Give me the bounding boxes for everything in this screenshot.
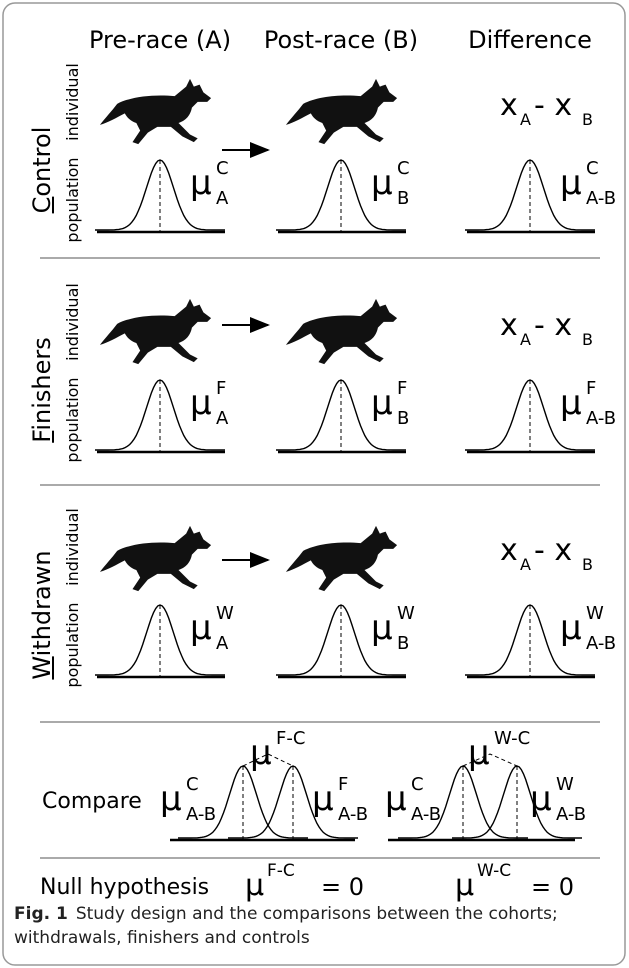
mu-superscript: F xyxy=(397,378,407,399)
mu-subscript: A xyxy=(216,408,229,429)
dog-icon xyxy=(99,78,212,145)
mu-subscript: A-B xyxy=(586,633,616,654)
mu-subscript: A xyxy=(216,633,229,654)
mu-symbol: μ xyxy=(371,163,393,203)
dog-icon xyxy=(285,78,398,145)
mu-subscript: B xyxy=(397,188,409,209)
dog-icon xyxy=(285,298,398,365)
mu-subscript: A-B xyxy=(556,804,586,825)
mu-superscript: W xyxy=(556,774,574,795)
mu-superscript: C xyxy=(397,158,410,179)
dog-icon xyxy=(99,525,212,592)
mu-symbol: μ xyxy=(560,163,582,203)
side-label: individual xyxy=(63,283,82,361)
column-header: Difference xyxy=(468,26,592,54)
diff-sub: A xyxy=(520,555,531,574)
mu-superscript: F xyxy=(338,774,348,795)
mu-symbol: μ xyxy=(245,868,264,903)
mu-superscript: C xyxy=(586,158,599,179)
diff-var: x xyxy=(500,308,518,343)
diff-operator: - x xyxy=(534,88,572,123)
mu-symbol: μ xyxy=(371,608,393,648)
mu-symbol: μ xyxy=(250,733,272,773)
diff-var: x xyxy=(500,533,518,568)
mu-symbol: μ xyxy=(468,733,490,773)
row-label: Withdrawn xyxy=(28,550,56,680)
column-header: Post-race (B) xyxy=(264,26,418,54)
diff-sub: B xyxy=(582,110,593,129)
mu-symbol: μ xyxy=(455,868,474,903)
null-label: Null hypothesis xyxy=(40,875,209,900)
caption-text: Study design and the comparisons between… xyxy=(14,904,558,948)
mu-superscript: W-C xyxy=(494,728,530,749)
side-label: population xyxy=(63,377,82,462)
caption: Fig. 1 Study design and the comparisons b… xyxy=(14,902,614,950)
side-label: individual xyxy=(63,508,82,586)
mu-superscript: C xyxy=(186,774,199,795)
mu-symbol: μ xyxy=(560,383,582,423)
row-label: Control xyxy=(28,126,56,214)
mu-subscript: A-B xyxy=(186,804,216,825)
compare-label: Compare xyxy=(42,789,142,814)
mu-subscript: A-B xyxy=(411,804,441,825)
null-equals: = 0 xyxy=(321,873,364,901)
diff-sub: A xyxy=(520,110,531,129)
mu-subscript: B xyxy=(397,633,409,654)
caption-label: Fig. 1 xyxy=(14,904,68,924)
mu-subscript: A xyxy=(216,188,229,209)
mu-superscript: F xyxy=(586,378,596,399)
mu-symbol: μ xyxy=(560,608,582,648)
side-label: population xyxy=(63,602,82,687)
mu-superscript: W xyxy=(397,603,415,624)
mu-symbol: μ xyxy=(385,779,407,819)
mu-superscript: W xyxy=(216,603,234,624)
mu-symbol: μ xyxy=(371,383,393,423)
mu-superscript: C xyxy=(216,158,229,179)
diff-operator: - x xyxy=(534,533,572,568)
side-label: individual xyxy=(63,63,82,141)
row-label: Finishers xyxy=(28,337,56,443)
mu-superscript: W xyxy=(586,603,604,624)
delta-link xyxy=(462,753,518,767)
dog-icon xyxy=(99,298,212,365)
column-header: Pre-race (A) xyxy=(89,26,231,54)
mu-subscript: A-B xyxy=(338,804,368,825)
mu-subscript: B xyxy=(397,408,409,429)
mu-superscript: F xyxy=(216,378,226,399)
side-label: population xyxy=(63,157,82,242)
mu-superscript: F-C xyxy=(276,728,305,749)
mu-subscript: A-B xyxy=(586,188,616,209)
mu-superscript: W-C xyxy=(477,861,511,881)
diff-sub: B xyxy=(582,555,593,574)
diff-var: x xyxy=(500,88,518,123)
diff-operator: - x xyxy=(534,308,572,343)
mu-symbol: μ xyxy=(160,779,182,819)
dog-icon xyxy=(285,525,398,592)
mu-symbol: μ xyxy=(530,779,552,819)
diff-sub: B xyxy=(582,330,593,349)
mu-symbol: μ xyxy=(190,163,212,203)
diff-sub: A xyxy=(520,330,531,349)
mu-symbol: μ xyxy=(190,608,212,648)
mu-symbol: μ xyxy=(312,779,334,819)
mu-superscript: C xyxy=(411,774,424,795)
mu-symbol: μ xyxy=(190,383,212,423)
mu-subscript: A-B xyxy=(586,408,616,429)
mu-superscript: F-C xyxy=(267,861,295,881)
delta-link xyxy=(242,753,294,767)
null-equals: = 0 xyxy=(531,873,574,901)
